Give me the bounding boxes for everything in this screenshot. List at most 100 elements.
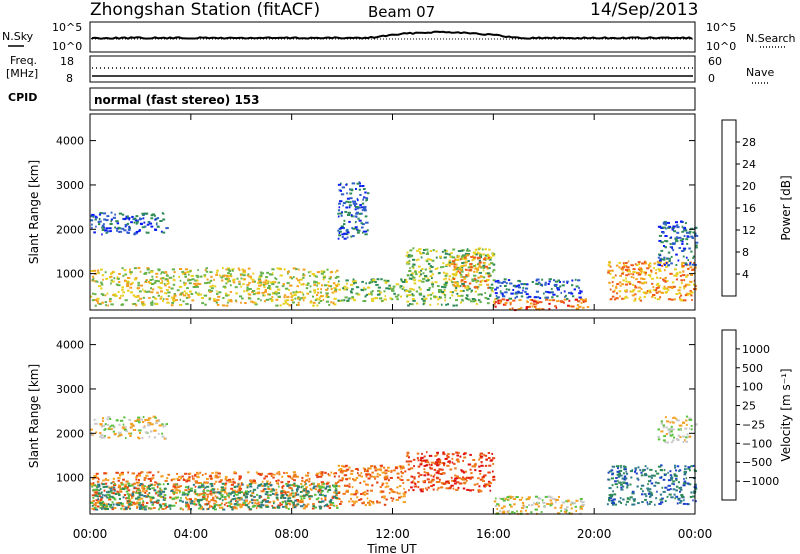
- power-cell: [297, 297, 300, 300]
- power-cell: [459, 290, 464, 292]
- power-cell: [680, 279, 684, 282]
- power-cell: [139, 217, 141, 220]
- power-cell: [351, 288, 354, 291]
- power-cell: [183, 271, 187, 274]
- power-cell: [562, 280, 565, 283]
- velocity-cell: [381, 471, 385, 474]
- velocity-cell: [296, 490, 298, 493]
- power-cell: [478, 247, 482, 250]
- power-cell: [683, 235, 686, 237]
- power-cell: [362, 198, 364, 201]
- velocity-cell: [123, 508, 127, 511]
- power-cell: [525, 293, 529, 296]
- power-cell: [500, 292, 504, 295]
- velocity-cell: [417, 486, 420, 489]
- velocity-cell: [369, 467, 372, 470]
- power-cell: [139, 297, 143, 300]
- power-cell: [621, 272, 624, 275]
- power-cell: [611, 276, 615, 279]
- velocity-cell: [205, 498, 209, 500]
- power-region: [448, 252, 491, 289]
- power-cell: [610, 269, 614, 272]
- velocity-cell: [194, 474, 197, 477]
- power-cell: [278, 267, 282, 270]
- power-cell: [440, 303, 443, 306]
- power-cell: [361, 226, 364, 229]
- power-cell: [343, 237, 347, 240]
- power-cell: [448, 275, 452, 278]
- power-cell: [463, 258, 468, 261]
- power-cell: [567, 304, 570, 307]
- power-cell: [669, 225, 672, 228]
- velocity-cell: [631, 469, 634, 472]
- velocity-cell: [337, 485, 341, 488]
- velocity-cell: [267, 488, 271, 490]
- velocity-cell: [508, 495, 512, 498]
- power-cell: [486, 283, 490, 286]
- velocity-cell: [94, 422, 98, 425]
- power-cell: [489, 293, 492, 296]
- power-cell: [302, 268, 306, 271]
- power-cell: [615, 287, 618, 289]
- velocity-cell: [413, 485, 418, 488]
- power-cell: [97, 302, 100, 305]
- velocity-cell: [333, 484, 335, 487]
- velocity-cell: [121, 488, 126, 490]
- power-cell: [495, 294, 498, 297]
- velocity-cell: [228, 480, 232, 483]
- velocity-cell: [675, 485, 679, 488]
- velocity-cell: [519, 498, 523, 501]
- power-cell: [415, 290, 419, 293]
- velocity-cell: [272, 473, 276, 476]
- power-cell: [467, 266, 471, 269]
- velocity-cell: [147, 421, 151, 424]
- power-cell: [160, 230, 163, 233]
- velocity-cell: [455, 488, 459, 491]
- velocity-cell: [401, 466, 405, 469]
- power-cell: [141, 302, 145, 305]
- velocity-cell: [194, 490, 197, 493]
- power-cell: [681, 225, 684, 228]
- velocity-cell: [101, 483, 105, 486]
- power-cell: [224, 277, 229, 280]
- velocity-cell: [185, 505, 187, 508]
- power-cell: [275, 278, 278, 281]
- velocity-cell: [262, 504, 265, 507]
- power-cell: [154, 279, 158, 282]
- power-cell: [365, 197, 369, 200]
- velocity-cell: [233, 497, 237, 500]
- power-cell: [418, 271, 421, 274]
- velocity-cell: [179, 485, 182, 488]
- velocity-cell: [94, 502, 97, 505]
- power-cell: [345, 233, 349, 236]
- power-cell: [302, 293, 305, 296]
- power-cell: [187, 279, 190, 282]
- power-cell: [675, 278, 679, 281]
- velocity-cell: [480, 464, 484, 467]
- velocity-cell: [437, 458, 441, 461]
- power-cell: [447, 303, 449, 306]
- power-cell: [544, 290, 547, 293]
- power-cell: [98, 220, 102, 223]
- power-cell: [137, 281, 140, 284]
- power-cell: [409, 267, 411, 270]
- power-cell: [297, 296, 300, 299]
- velocity-cell: [96, 488, 98, 491]
- power-cell: [497, 299, 500, 302]
- velocity-cell: [522, 505, 526, 508]
- power-cell: [678, 236, 682, 239]
- velocity-cell: [649, 468, 653, 471]
- power-cell: [342, 227, 345, 230]
- power-cell: [352, 235, 355, 238]
- power-cell: [243, 290, 246, 293]
- velocity-cell: [463, 482, 466, 485]
- power-cell: [105, 304, 107, 307]
- velocity-cell: [321, 483, 325, 486]
- power-cell: [307, 292, 310, 295]
- velocity-cell: [419, 488, 423, 491]
- power-cell: [479, 275, 483, 278]
- velocity-cell: [155, 500, 158, 503]
- velocity-cell: [203, 488, 205, 491]
- velocity-cell: [419, 473, 423, 476]
- power-cell: [315, 281, 318, 284]
